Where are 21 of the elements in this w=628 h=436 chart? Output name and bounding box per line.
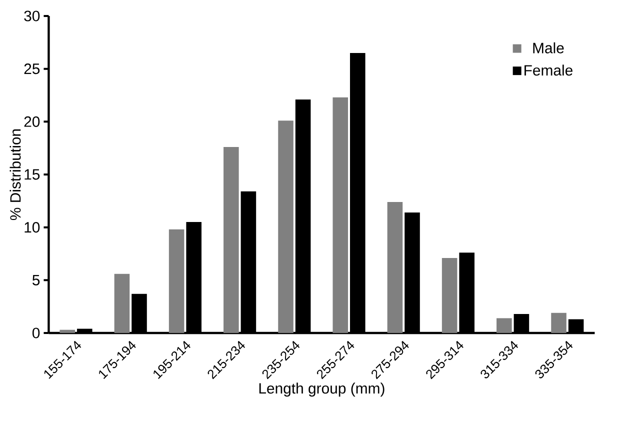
bar: [332, 97, 348, 333]
y-tick-label: 25: [24, 64, 40, 74]
bar: [168, 229, 184, 333]
x-axis-title: Length group (mm): [259, 382, 384, 397]
bar: [442, 258, 458, 333]
y-tick-label: 30: [24, 10, 40, 22]
bar: [387, 202, 403, 333]
y-axis-title: % Distribution: [10, 129, 21, 220]
y-tick-label: 5: [32, 274, 40, 286]
bar: [496, 318, 512, 333]
bar: [114, 274, 130, 333]
bar: [224, 147, 239, 333]
bar: [278, 120, 294, 333]
y-tick-label: 10: [24, 222, 40, 233]
bar: [551, 312, 566, 333]
bar: [60, 330, 76, 333]
y-tick-label: 20: [24, 116, 40, 127]
y-tick-label: 15: [24, 169, 40, 180]
legend-label: Female: [524, 64, 572, 76]
y-tick-label: 0: [32, 328, 40, 338]
legend-label: Male: [533, 42, 564, 54]
